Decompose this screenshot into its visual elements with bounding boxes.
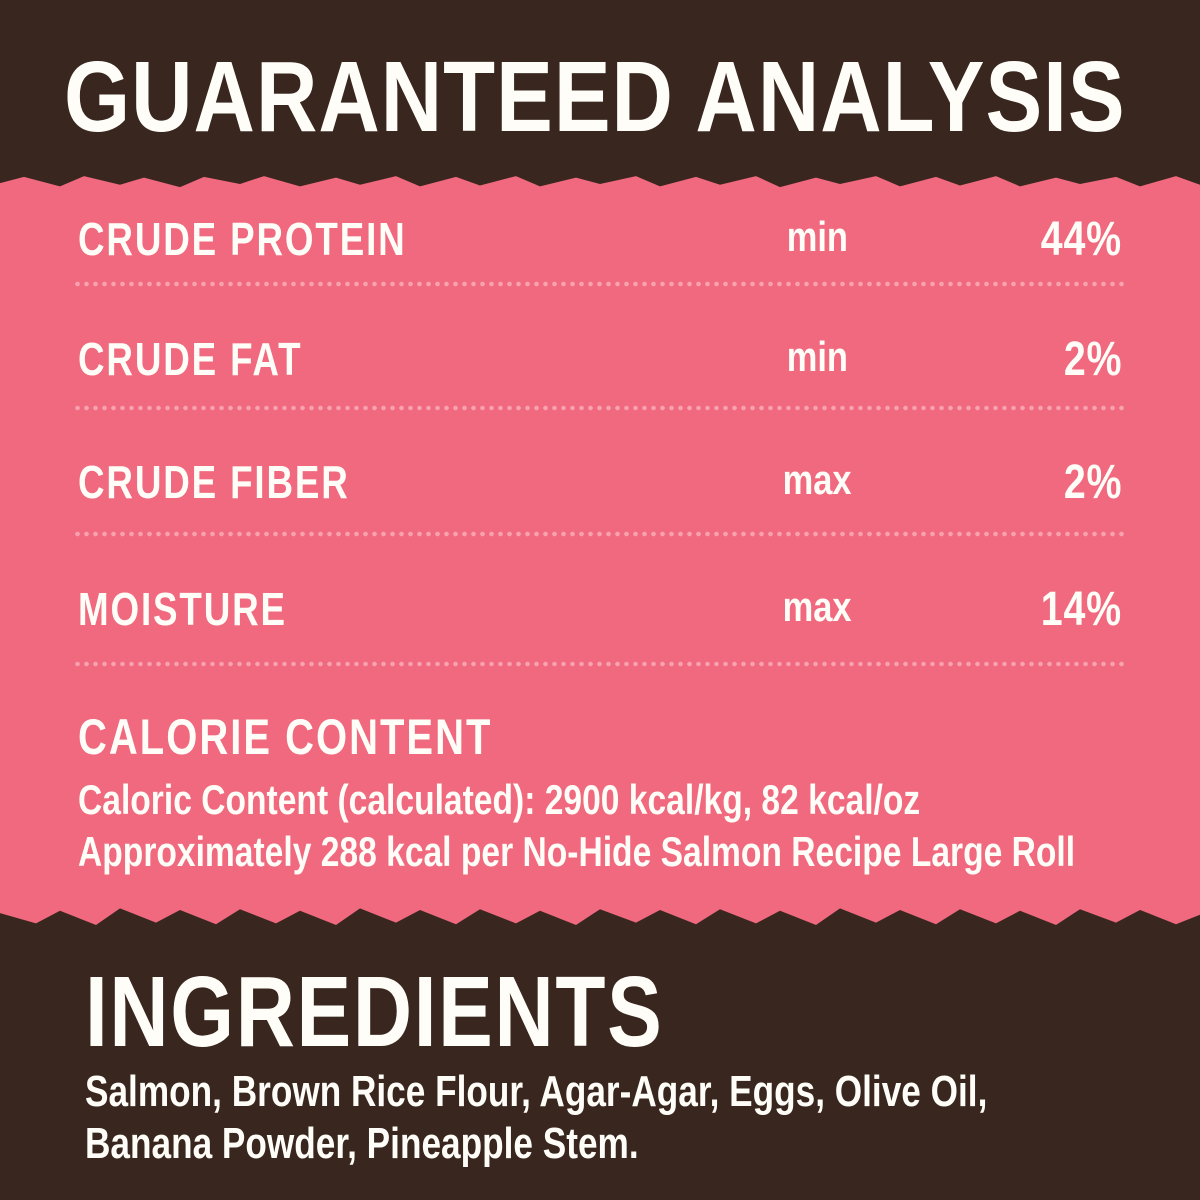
row-value: 2% (1063, 333, 1122, 386)
torn-paper-band (0, 176, 1200, 925)
table-row: CRUDE FIBER max 2% (78, 459, 1122, 507)
row-qualifier: max (782, 456, 852, 503)
page-title-text: GUARANTEED ANALYSIS (64, 41, 1126, 153)
calorie-line: Caloric Content (calculated): 2900 kcal/… (78, 776, 921, 823)
table-row: CRUDE FAT min 2% (78, 336, 1122, 384)
ingredients-heading: INGREDIENTS (85, 956, 664, 1068)
row-qualifier: min (786, 333, 848, 380)
dotted-divider (75, 281, 1128, 287)
dotted-divider (75, 531, 1128, 537)
row-label: CRUDE FAT (78, 333, 303, 385)
row-qualifier: max (782, 583, 852, 630)
row-label: CRUDE PROTEIN (78, 213, 407, 265)
dotted-divider (75, 405, 1128, 411)
ingredients-section: INGREDIENTS Salmon, Brown Rice Flour, Ag… (85, 962, 1165, 1170)
page-title: GUARANTEED ANALYSIS (64, 47, 1200, 147)
table-row: MOISTURE max 14% (78, 586, 1122, 634)
calorie-line: Approximately 288 kcal per No-Hide Salmo… (78, 828, 1076, 876)
calorie-heading: CALORIE CONTENT (78, 709, 493, 765)
row-label: CRUDE FIBER (78, 456, 350, 508)
dotted-divider (75, 661, 1128, 667)
row-label: MOISTURE (78, 583, 287, 635)
row-qualifier: min (786, 213, 848, 260)
table-row: CRUDE PROTEIN min 44% (78, 216, 1122, 264)
ingredients-text: Salmon, Brown Rice Flour, Agar-Agar, Egg… (85, 1066, 1165, 1170)
row-value: 2% (1063, 456, 1122, 509)
ingredients-line: Banana Powder, Pineapple Stem. (85, 1118, 639, 1168)
row-value: 44% (1040, 213, 1122, 266)
ingredients-line: Salmon, Brown Rice Flour, Agar-Agar, Egg… (85, 1067, 988, 1116)
calorie-section: CALORIE CONTENT Caloric Content (calcula… (78, 712, 1128, 878)
row-value: 14% (1040, 583, 1122, 636)
